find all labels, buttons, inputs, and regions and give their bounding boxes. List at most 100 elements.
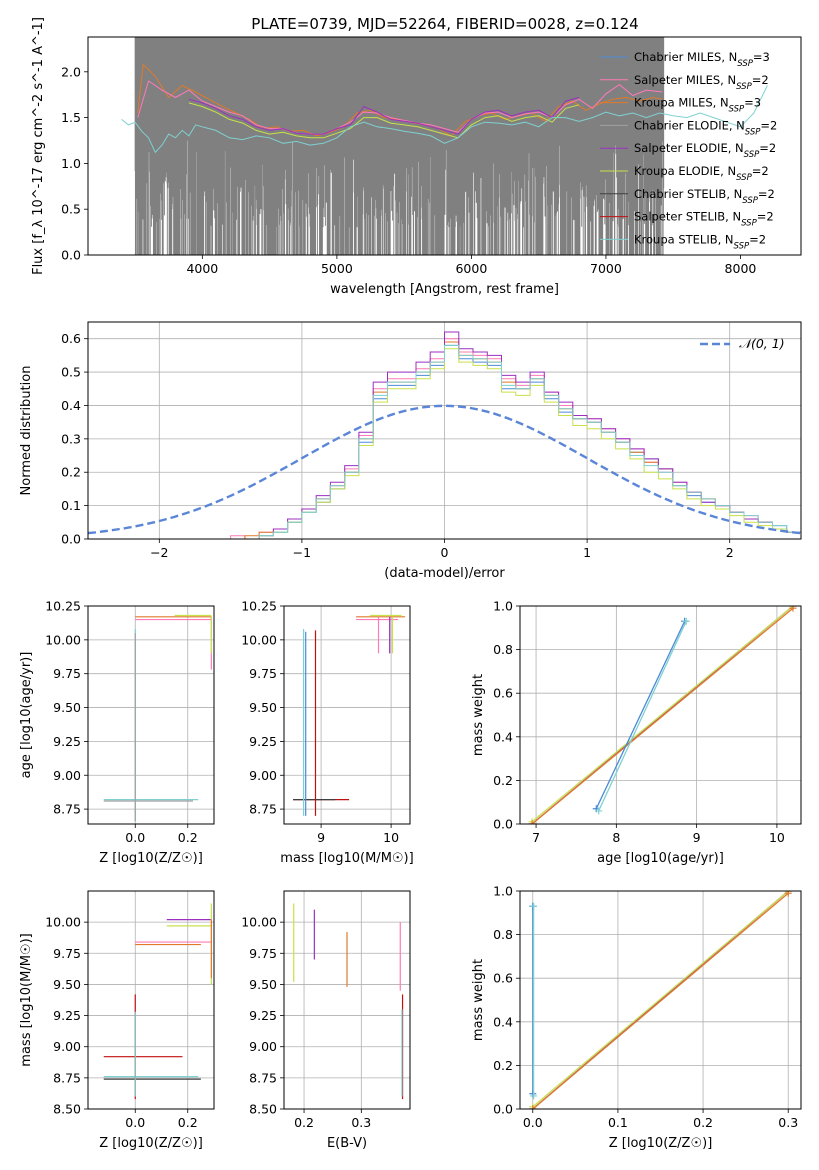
y-tick-label: 9.75 [249, 946, 277, 961]
spectrum-plot-area [121, 37, 768, 255]
y-tick-label: 0.0 [61, 532, 81, 547]
mass_vs_Z-plot-area [88, 891, 214, 1109]
x-axis-label: Z [log10(Z/Z☉)] [609, 1136, 713, 1151]
y-tick-label: 9.25 [53, 1008, 81, 1023]
x-tick-label: 1 [583, 545, 591, 560]
y-tick-label: 1.0 [493, 599, 513, 614]
x-tick-label: 0.3 [351, 1115, 371, 1130]
y-tick-label: 1.0 [493, 884, 513, 899]
x-tick-label: 9 [317, 830, 325, 845]
x-tick-label: 8000 [725, 261, 757, 276]
legend-suffix: =2 [752, 73, 769, 87]
y-tick-label: 9.75 [53, 946, 81, 961]
mass-weight-line [532, 892, 789, 1109]
mass-weight-line [595, 621, 686, 809]
axes-frame [87, 36, 802, 256]
axes-frame [87, 321, 802, 540]
y-tick-label: 0.2 [493, 773, 513, 788]
y-tick-label: 0.6 [493, 971, 513, 986]
x-tick-label: −2 [150, 545, 168, 560]
legend-subscript: SSP [742, 196, 758, 206]
y-tick-label: 0.4 [493, 729, 513, 744]
legend-subscript: SSP [736, 173, 752, 183]
axes-frame [87, 890, 215, 1110]
x-axis-label: wavelength [Angstrom, rest frame] [330, 282, 559, 297]
x-axis-label: E(B-V) [327, 1136, 367, 1151]
data-point-marker [784, 891, 792, 897]
axes-frame [283, 890, 411, 1110]
x-axis-label: Z [log10(Z/Z☉)] [99, 851, 203, 866]
y-tick-label: 0.8 [493, 927, 513, 942]
y-axis-label: Normed distribution [19, 366, 34, 496]
mass-weight-line [531, 606, 794, 823]
x-tick-label: 5000 [321, 261, 353, 276]
x-tick-label: 0.2 [178, 1115, 198, 1130]
legend-subscript: SSP [736, 82, 752, 92]
massweight_vs_age-plot-area [520, 606, 801, 824]
y-tick-label: 1.5 [61, 110, 81, 125]
model-spectrum-line [137, 80, 663, 135]
x-tick-label: −1 [293, 545, 311, 560]
legend-subscript: SSP [745, 127, 761, 137]
data-point-marker [682, 617, 690, 625]
y-tick-label: 9.50 [53, 977, 81, 992]
legend: 𝒩(0, 1) [700, 336, 785, 351]
x-tick-label: 0.2 [294, 1115, 314, 1130]
x-tick-label: 0.0 [523, 1115, 543, 1130]
y-tick-label: 0.2 [493, 1058, 513, 1073]
massweight_vs_age-panel: 7 8 9 10 0.0 0.2 0.4 0.6 0.8 1.0 age [log10(age/yr… [471, 599, 802, 866]
y-tick-label: 0.3 [61, 431, 81, 446]
residual_distribution-plot-area [88, 322, 801, 539]
y-tick-label: 10.25 [241, 599, 277, 614]
mass_vs_EBV-plot-area [284, 891, 410, 1109]
data-point-marker [530, 1092, 538, 1100]
y-tick-label: 9.50 [53, 700, 81, 715]
y-tick-label: 9.00 [53, 1039, 81, 1054]
x-tick-label: 7 [532, 830, 540, 845]
legend-subscript: SSP [741, 219, 757, 229]
x-axis-label: (data-model)/error [384, 566, 505, 581]
mass_vs_EBV-panel: 0.2 0.3 8.50 8.75 9.00 9.25 9.50 9.75 10.00 E(B-V… [241, 890, 411, 1151]
observed-spectrum [134, 37, 665, 255]
model-spectrum-line [121, 85, 768, 154]
x-tick-label: 6000 [455, 261, 487, 276]
legend-suffix: =2 [749, 232, 766, 246]
y-axis-label: mass weight [471, 959, 486, 1041]
legend-suffix: =2 [752, 164, 769, 178]
y-tick-label: 9.25 [249, 734, 277, 749]
figure-title: PLATE=0739, MJD=52264, FIBERID=0028, z=0… [251, 15, 638, 33]
axes-frame [519, 890, 802, 1110]
y-tick-label: 0.0 [493, 817, 513, 832]
legend-label: 𝒩(0, 1) [739, 336, 785, 351]
legend-subscript: SSP [729, 105, 745, 115]
data-point-marker [595, 807, 603, 815]
spectrum-panel: 4000 5000 6000 7000 80000.00.51.01.52.0Chabr… [31, 17, 802, 297]
y-tick-label: 8.50 [53, 1102, 81, 1117]
y-tick-label: 0.4 [61, 398, 81, 413]
legend-suffix: =3 [744, 96, 761, 110]
x-tick-label: 0.2 [693, 1115, 713, 1130]
axes-frame [283, 605, 411, 825]
massweight_vs_Z-plot-area [520, 891, 801, 1109]
data-point-marker [529, 1105, 537, 1109]
y-tick-label: 10.00 [241, 915, 277, 930]
y-tick-label: 9.00 [249, 768, 277, 783]
x-tick-label: 0.0 [125, 830, 145, 845]
x-tick-label: 2 [726, 545, 734, 560]
residual_distribution-panel: −2 −1 0 1 2 0.0 0.1 0.2 0.3 0.4 0.5 0.6 𝒩(0, 1) (data… [19, 321, 802, 581]
x-tick-label: 0.2 [178, 830, 198, 845]
normal-curve [88, 404, 801, 535]
axes-frame [87, 605, 215, 825]
y-axis-label: mass [log10(M/M☉)] [19, 933, 34, 1066]
y-tick-label: 0.0 [493, 1102, 513, 1117]
y-tick-label: 8.75 [249, 1070, 277, 1085]
legend-subscript: SSP [737, 59, 753, 69]
legend-suffix: =2 [760, 118, 777, 132]
y-tick-label: 9.25 [53, 734, 81, 749]
x-tick-label: 4000 [186, 261, 218, 276]
x-tick-label: 10 [383, 830, 399, 845]
x-tick-label: 7000 [590, 261, 622, 276]
y-tick-label: 0.8 [493, 642, 513, 657]
y-tick-label: 9.25 [249, 1008, 277, 1023]
y-tick-label: 2.0 [61, 64, 81, 79]
